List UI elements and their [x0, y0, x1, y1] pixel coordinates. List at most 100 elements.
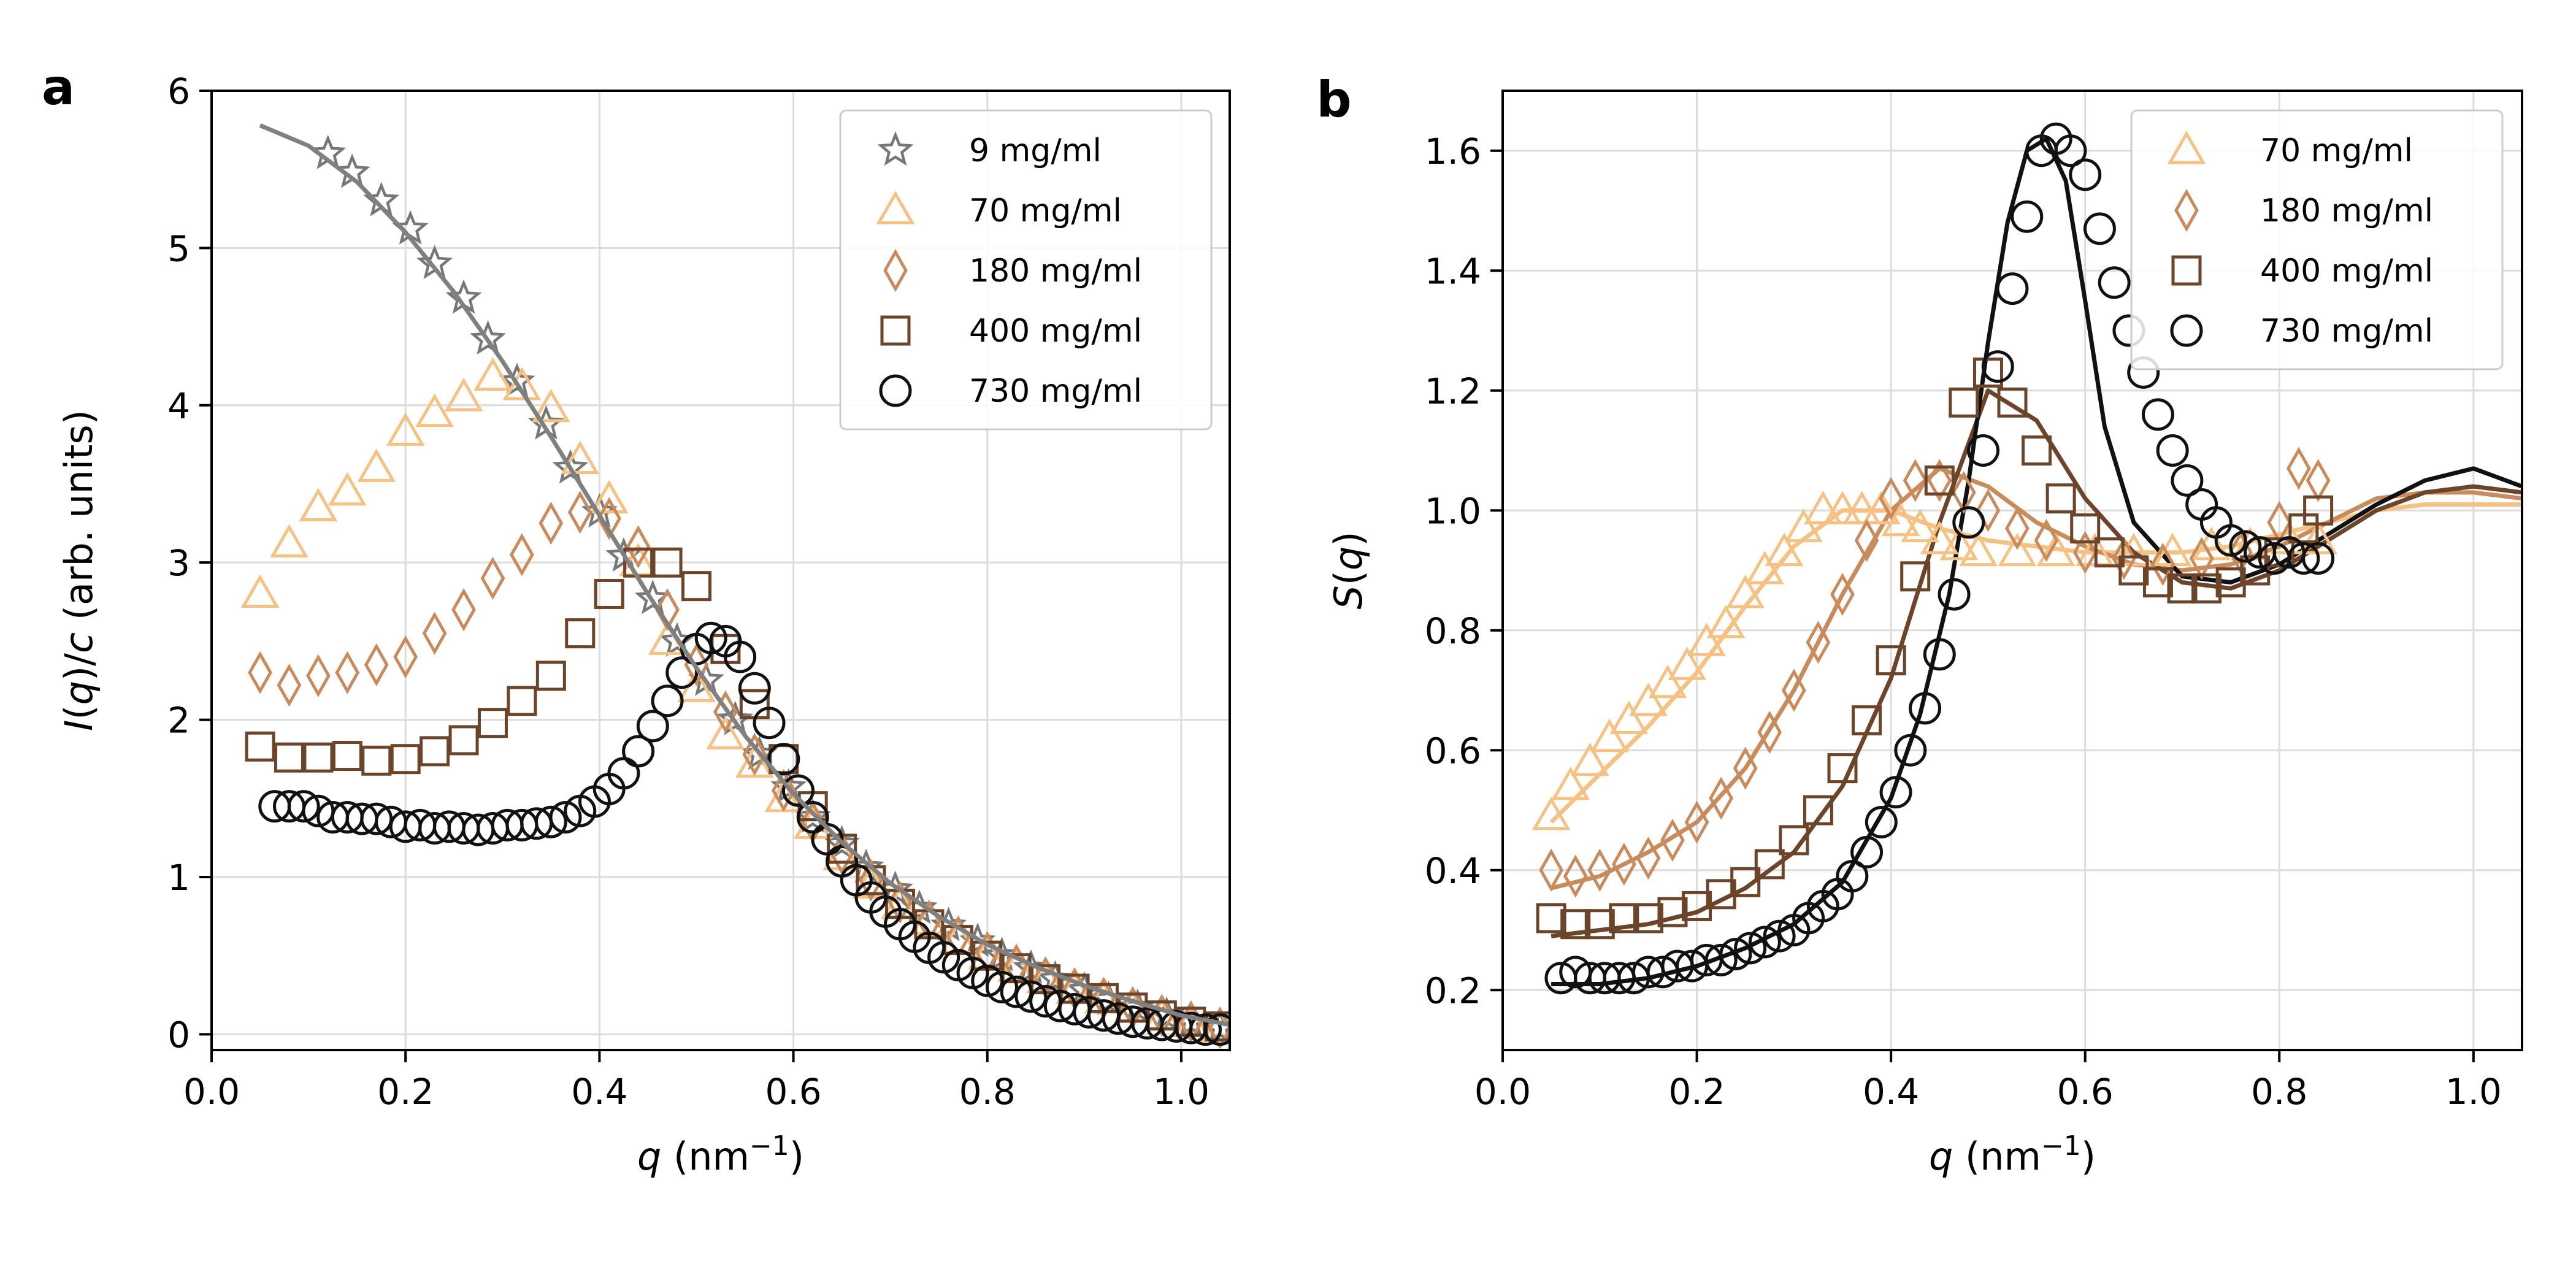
- data-point: [1684, 800, 1709, 844]
- data-point: [2070, 513, 2101, 544]
- y-axis-label: I(q)/c (arb. units): [56, 410, 101, 731]
- legend-marker: [876, 190, 915, 224]
- data-point: [567, 491, 592, 534]
- data-point: [2287, 447, 2311, 490]
- data-point: [451, 588, 476, 632]
- data-point: [549, 801, 582, 834]
- data-point: [1923, 638, 1956, 671]
- legend-marker: [2171, 255, 2202, 286]
- data-point: [1000, 975, 1033, 1008]
- data-point: [477, 708, 508, 738]
- data-point: [1706, 604, 1746, 638]
- plot-area: [1531, 122, 2522, 995]
- x-tick-label: 1.0: [2445, 1071, 2502, 1113]
- data-point: [1730, 867, 1761, 897]
- data-point: [565, 618, 596, 649]
- data-point: [713, 690, 738, 734]
- x-tick-label: 0.0: [1474, 1071, 1531, 1113]
- data-point: [1827, 753, 1858, 784]
- data-point: [1660, 818, 1685, 862]
- data-point: [2191, 573, 2222, 604]
- data-point: [1854, 519, 1879, 562]
- data-point: [332, 741, 362, 772]
- y-label-paren: (: [56, 705, 101, 719]
- data-point: [1734, 932, 1767, 965]
- data-point: [245, 731, 275, 762]
- y-tick-label: 6: [167, 71, 190, 112]
- data-point: [1704, 943, 1738, 976]
- data-point: [1531, 796, 1571, 830]
- data-point: [1881, 502, 1920, 537]
- data-point: [2156, 434, 2189, 467]
- data-point: [386, 412, 425, 446]
- data-point: [361, 745, 392, 776]
- data-point: [1560, 909, 1591, 940]
- data-point: [1590, 718, 1629, 753]
- data-point: [622, 735, 655, 768]
- data-point: [1949, 387, 1979, 418]
- y-label-paren2: )/: [56, 653, 101, 681]
- data-point: [444, 377, 483, 412]
- data-point: [2054, 134, 2087, 167]
- legend-marker: [2170, 314, 2203, 347]
- data-point: [1763, 919, 1796, 953]
- data-point: [1719, 938, 1752, 971]
- data-point: [480, 556, 505, 600]
- data-point: [277, 664, 302, 707]
- data-point: [532, 388, 570, 423]
- y-axis-label: S(q): [1326, 531, 1371, 609]
- data-point: [626, 525, 651, 569]
- x-axis-label: q (nm−1): [1929, 1130, 2096, 1179]
- data-point: [1587, 848, 1612, 892]
- x-label-var: q: [637, 1134, 661, 1179]
- y-label-var: S: [1326, 585, 1371, 609]
- x-axis-label: q (nm−1): [637, 1130, 804, 1179]
- data-point: [1879, 477, 1904, 520]
- data-point: [393, 635, 418, 679]
- data-point: [706, 716, 745, 749]
- data-point: [2167, 573, 2198, 604]
- data-point: [2189, 537, 2214, 580]
- data-point: [738, 672, 771, 705]
- data-point: [287, 790, 320, 823]
- data-point: [1997, 387, 2028, 418]
- y-tick-label: 5: [167, 228, 190, 269]
- data-point: [1657, 897, 1688, 927]
- legend-label: 730 mg/ml: [2260, 313, 2433, 350]
- x-tick-label: 0.4: [571, 1071, 627, 1113]
- data-point: [717, 700, 754, 735]
- data-point: [2112, 537, 2136, 580]
- data-point: [767, 743, 800, 776]
- panel-b: 0.0 0.2 0.4 0.6 0.8 1.0 0.2 0.4 0.6 0.8 1.0 1.2 1.4 1…: [1316, 71, 2523, 1179]
- legend-box: [839, 109, 1213, 431]
- y-tick-label: 0.6: [1425, 730, 1481, 772]
- data-point: [2199, 506, 2233, 539]
- y-tick-label: 4: [167, 385, 190, 427]
- data-point: [415, 393, 454, 427]
- x-label-exp: −1: [2041, 1130, 2081, 1162]
- data-point: [1539, 848, 1564, 892]
- data-point: [1687, 623, 1726, 656]
- data-point: [1803, 795, 1833, 826]
- data-point: [1900, 561, 1931, 592]
- legend-label: 70 mg/ml: [2260, 132, 2413, 169]
- data-point: [274, 742, 304, 773]
- data-point: [1189, 1013, 1222, 1046]
- data-point: [1709, 776, 1734, 820]
- data-point: [1629, 683, 1668, 716]
- data-point: [360, 802, 393, 835]
- y-label-var: I: [56, 720, 101, 731]
- data-point: [328, 472, 367, 506]
- data-point: [694, 621, 727, 654]
- data-point: [1865, 806, 1898, 839]
- y-tick-label: 1.2: [1425, 370, 1481, 412]
- legend: 9 mg/ml 70 mg/ml 180 mg/ml 400 mg/ml 730 mg/…: [839, 109, 1213, 431]
- x-tick-label: 0.8: [2251, 1071, 2307, 1113]
- data-point: [1998, 532, 2037, 567]
- legend-marker: [2167, 130, 2206, 164]
- data-point: [1636, 837, 1661, 880]
- data-point: [1876, 645, 1906, 676]
- data-point: [1901, 508, 1939, 543]
- legend-marker: [2174, 188, 2199, 232]
